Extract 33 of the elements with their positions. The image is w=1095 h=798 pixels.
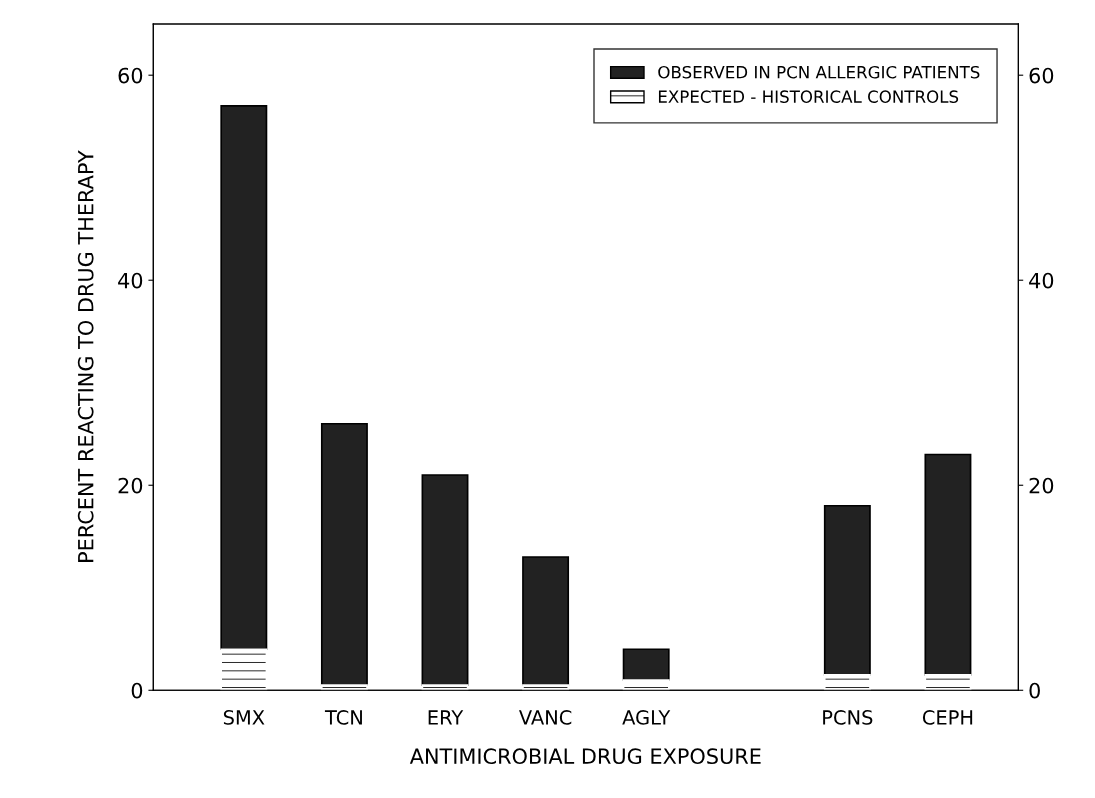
- y-tick-label: 0: [131, 682, 143, 699]
- y2-tick-label: 0: [1029, 682, 1040, 699]
- bar: [220, 105, 268, 651]
- bar: [622, 679, 670, 691]
- y-tick-label: 60: [118, 67, 143, 84]
- bar: [320, 422, 368, 686]
- legend-label: EXPECTED - HISTORICAL CONTROLS: [658, 90, 959, 103]
- y-tick-label: 20: [118, 477, 143, 494]
- x-tick-label: VANC: [519, 710, 572, 725]
- bar: [924, 674, 972, 691]
- x-tick-label: CEPH: [922, 710, 973, 725]
- bar: [522, 684, 570, 691]
- x-tick-label: ERY: [428, 710, 464, 725]
- bar: [421, 474, 469, 686]
- x-tick-label: AGLY: [622, 710, 671, 725]
- y-tick-label: 40: [118, 272, 143, 289]
- x-tick-label: SMX: [223, 710, 265, 725]
- x-tick-label: PCNS: [823, 710, 873, 725]
- x-axis-title: ANTIMICROBIAL DRUG EXPOSURE: [409, 748, 761, 765]
- y-axis-title: PERCENT REACTING TO DRUG THERAPY: [77, 150, 94, 562]
- y2-tick-label: 40: [1029, 272, 1054, 289]
- bar: [622, 648, 670, 681]
- bar: [220, 648, 268, 691]
- y2-tick-label: 60: [1029, 67, 1054, 84]
- y2-tick-label: 20: [1029, 477, 1054, 494]
- bar: [924, 453, 972, 676]
- bar: [320, 684, 368, 691]
- bar: [421, 684, 469, 691]
- x-tick-label: TCN: [324, 710, 362, 725]
- bar: [823, 504, 871, 676]
- bar: [522, 556, 570, 686]
- bar: [823, 674, 871, 691]
- legend-label: OBSERVED IN PCN ALLERGIC PATIENTS: [658, 65, 980, 79]
